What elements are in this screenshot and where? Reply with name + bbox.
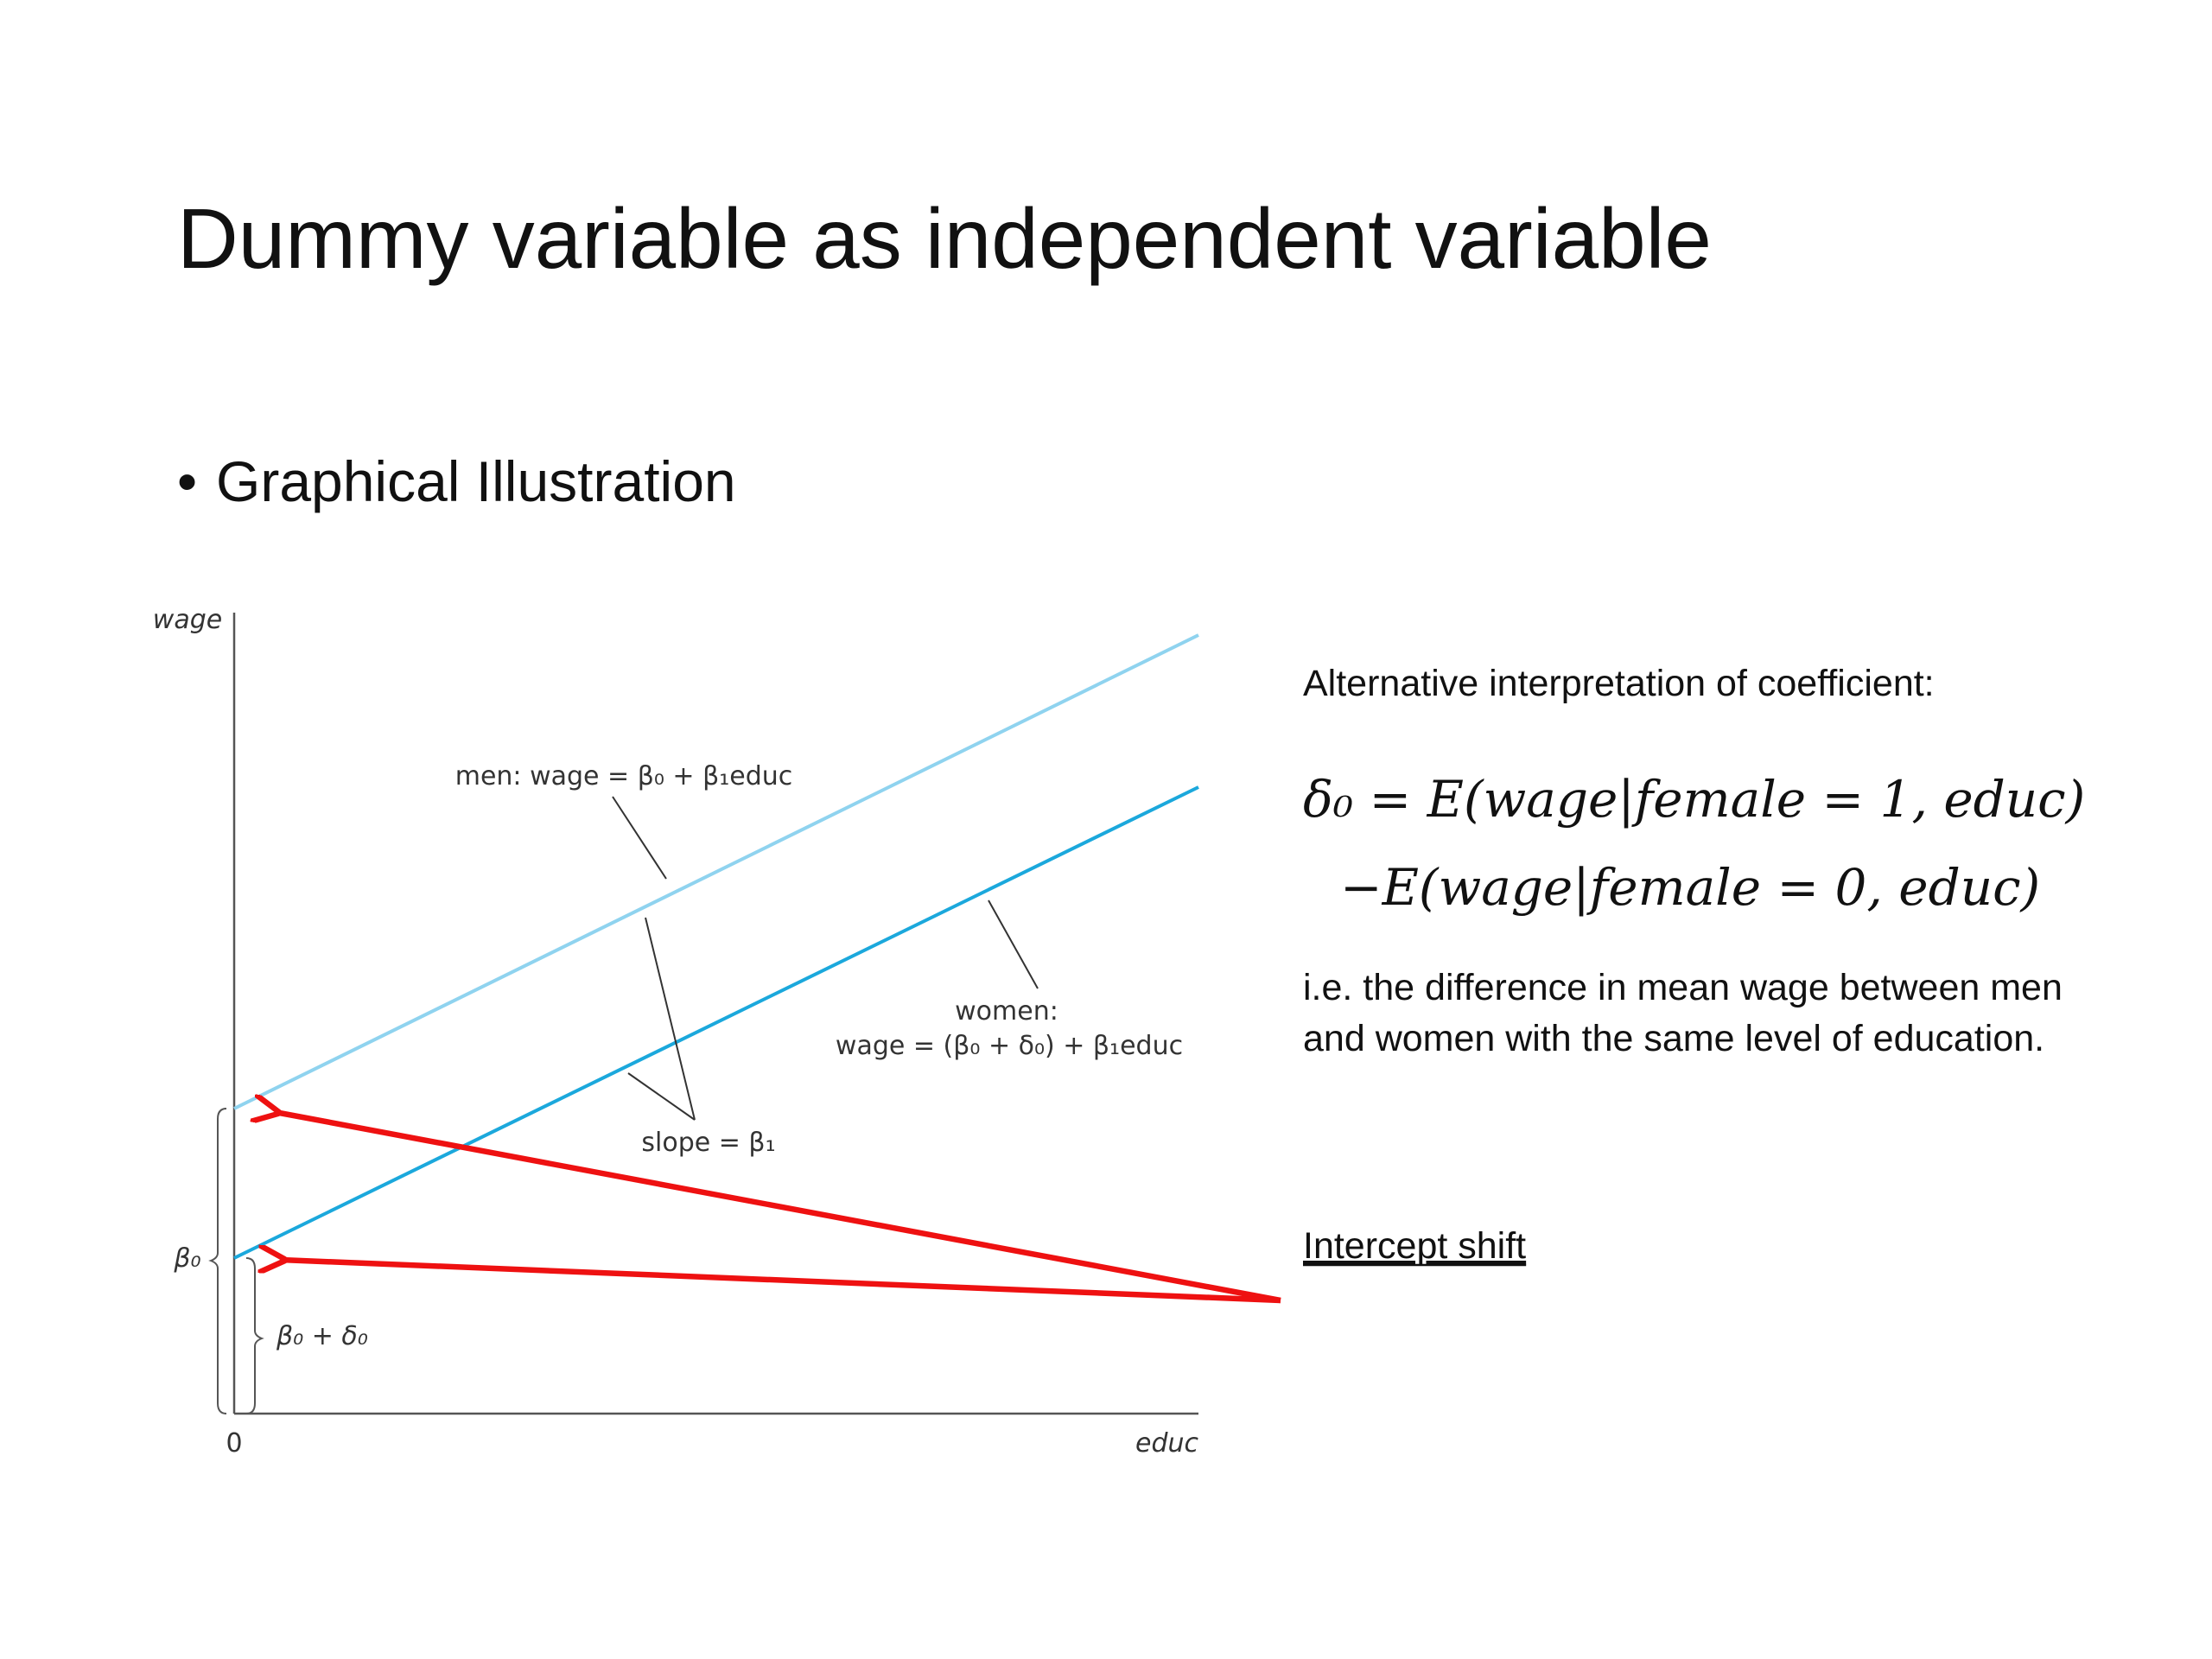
arrow <box>281 1260 1281 1304</box>
slope-label: slope = β₁ <box>641 1128 775 1158</box>
explanation: i.e. the difference in mean wage between… <box>1303 967 2063 1008</box>
men-label: men: wage = β₀ + β₁educ <box>455 761 793 791</box>
pointer <box>627 1072 696 1121</box>
origin-label: 0 <box>226 1428 242 1459</box>
pointer <box>988 899 1039 989</box>
women-label: women: <box>955 996 1058 1027</box>
y-axis-label: wage <box>153 605 222 635</box>
arrow <box>275 1112 1281 1304</box>
women-intercept-label: β₀ + δ₀ <box>276 1321 368 1351</box>
pointer <box>645 917 696 1121</box>
bullet-dot: • <box>177 449 197 513</box>
slide-title: Dummy variable as independent variable <box>177 191 1712 286</box>
x-axis-label: educ <box>1135 1428 1199 1459</box>
formula: δ₀ = E(wage|female = 1, educ) <box>1303 770 2085 829</box>
brace <box>208 1108 227 1414</box>
bullet-text: Graphical Illustration <box>216 449 736 513</box>
men-intercept-label: β₀ <box>173 1243 200 1274</box>
explanation: and women with the same level of educati… <box>1303 1018 2044 1059</box>
pointer <box>612 796 667 880</box>
women-line <box>233 785 1199 1260</box>
side-heading: Alternative interpretation of coefficien… <box>1303 663 1935 704</box>
brace <box>245 1257 264 1414</box>
intercept-shift-label: Intercept shift <box>1303 1225 1526 1267</box>
figure: wage educ 0 men: wage = β₀ + β₁educ wome… <box>153 605 1199 1459</box>
women-label: wage = (β₀ + δ₀) + β₁educ <box>836 1031 1183 1061</box>
men-line <box>233 633 1199 1110</box>
formula: −E(wage|female = 0, educ) <box>1340 858 2040 917</box>
